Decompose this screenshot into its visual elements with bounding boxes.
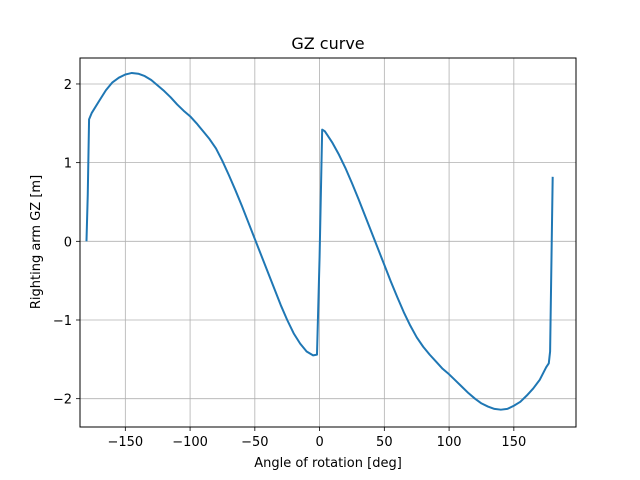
plot-area — [85, 71, 554, 411]
y-tick-label: −2 — [53, 393, 72, 408]
x-tick-label: −150 — [107, 435, 143, 450]
x-tick-label: 150 — [501, 435, 526, 450]
y-tick-label: 1 — [64, 157, 72, 172]
x-tick-label: 50 — [376, 435, 393, 450]
y-axis-label: Righting arm GZ [m] — [29, 175, 44, 309]
x-tick-label: −50 — [241, 435, 268, 450]
grid — [80, 58, 576, 427]
chart-title: GZ curve — [291, 34, 364, 53]
x-axis: −150 −100 −50 0 50 100 150 — [107, 427, 526, 450]
x-axis-label: Angle of rotation [deg] — [254, 456, 402, 471]
y-tick-label: −1 — [53, 314, 72, 329]
x-tick-label: 0 — [315, 435, 323, 450]
x-tick-label: −100 — [172, 435, 208, 450]
y-tick-label: 2 — [64, 78, 72, 93]
y-tick-label: 0 — [64, 235, 72, 250]
x-tick-label: 100 — [437, 435, 462, 450]
axes-frame — [79, 57, 577, 428]
y-axis: −2 −1 0 1 2 — [53, 78, 80, 408]
gz-series-line — [85, 71, 554, 411]
